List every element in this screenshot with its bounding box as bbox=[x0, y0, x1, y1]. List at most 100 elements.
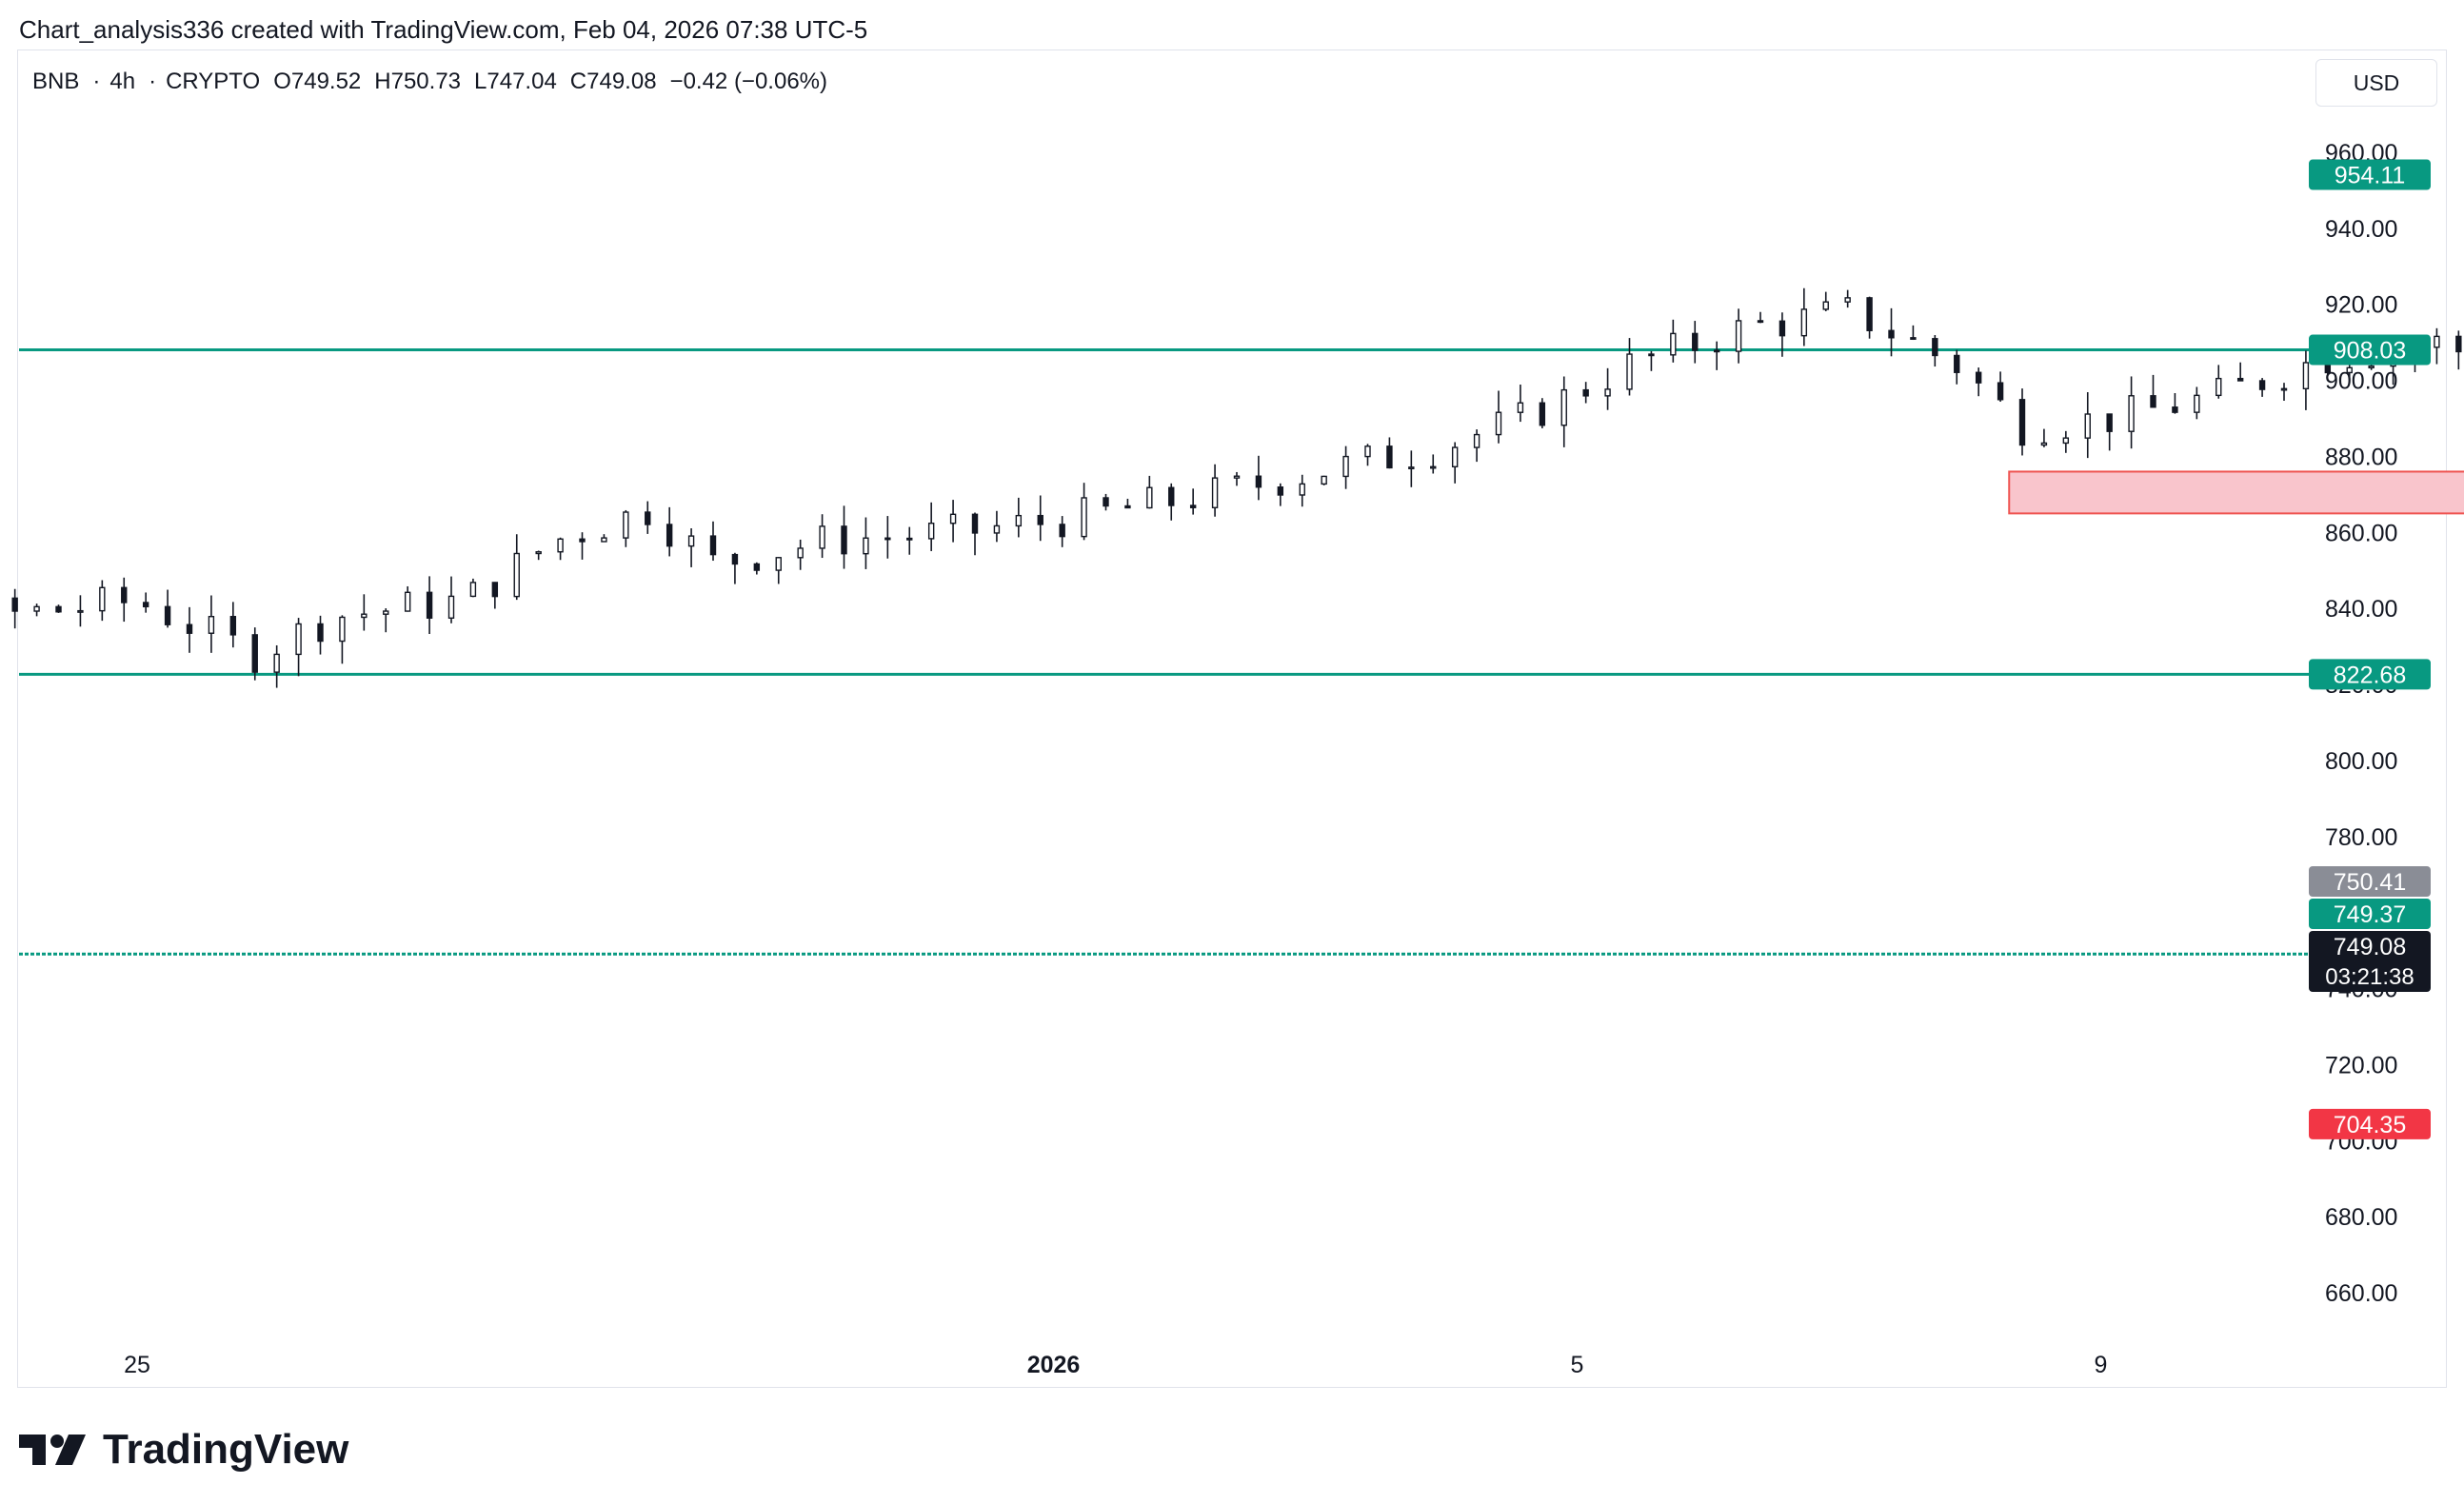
candle-body bbox=[775, 557, 782, 571]
ohlc-open: O749.52 bbox=[273, 69, 362, 94]
candle-body bbox=[251, 634, 258, 673]
candle-body bbox=[797, 547, 804, 559]
demand-zone[interactable] bbox=[2008, 470, 2464, 515]
candle-body bbox=[1866, 297, 1873, 331]
candle-body bbox=[2018, 399, 2026, 446]
ohlc-close: C749.08 bbox=[569, 69, 657, 94]
candle-body bbox=[2346, 366, 2353, 374]
candle-body bbox=[55, 605, 62, 613]
candle-body bbox=[1888, 329, 1895, 339]
candle-body bbox=[666, 524, 673, 547]
candle-body bbox=[2128, 395, 2135, 432]
candle-body bbox=[1146, 486, 1153, 509]
candle-body bbox=[1495, 411, 1502, 436]
candle-body bbox=[361, 613, 368, 619]
candle-body bbox=[753, 563, 761, 571]
candle-body bbox=[11, 597, 18, 612]
candle-body bbox=[2106, 413, 2113, 432]
price-label-text: 954.11 bbox=[2335, 163, 2406, 189]
candle-body bbox=[623, 511, 629, 539]
candle-body bbox=[863, 537, 869, 555]
candle-body bbox=[1124, 505, 1131, 509]
candle-body bbox=[1189, 505, 1197, 508]
price-label-text: 908.03 bbox=[2334, 338, 2406, 365]
candle-body bbox=[1844, 297, 1851, 303]
x-axis-tick-label: 9 bbox=[2095, 1352, 2108, 1378]
price-label-badge bbox=[2309, 1108, 2431, 1139]
price-label-badge bbox=[2309, 899, 2431, 929]
candle-body bbox=[1430, 465, 1437, 469]
candle-body bbox=[142, 602, 149, 608]
candle-body bbox=[1778, 320, 1786, 337]
price-label-text: 704.35 bbox=[2334, 1112, 2406, 1138]
x-axis-tick-label: 2026 bbox=[1027, 1352, 1081, 1378]
candle-body bbox=[557, 538, 564, 553]
candle-body bbox=[1692, 332, 1699, 351]
candle-body bbox=[1517, 402, 1524, 413]
y-axis-tick-label: 680.00 bbox=[2325, 1204, 2397, 1231]
candle-body bbox=[687, 535, 695, 547]
candle-body bbox=[645, 511, 651, 525]
candle-body bbox=[317, 623, 324, 643]
candle-body bbox=[1975, 371, 1982, 384]
candle-body bbox=[2216, 377, 2222, 397]
candle-body bbox=[1408, 466, 1415, 470]
candle-body bbox=[1626, 353, 1633, 390]
candle-body bbox=[1670, 332, 1677, 356]
candle-body bbox=[2236, 377, 2244, 382]
candle-body bbox=[426, 591, 433, 619]
candle-body bbox=[208, 616, 215, 634]
candle-body bbox=[1299, 483, 1305, 496]
candle-body bbox=[383, 610, 389, 615]
candle-body bbox=[2302, 362, 2310, 390]
candle-body bbox=[186, 623, 193, 634]
ohlc-low: L747.04 bbox=[474, 69, 557, 94]
symbol-name[interactable]: BNB bbox=[32, 69, 80, 94]
candle-body bbox=[99, 586, 106, 612]
candle-body bbox=[841, 525, 847, 555]
candle-body bbox=[404, 591, 411, 612]
x-axis-tick-label: 5 bbox=[1571, 1352, 1584, 1378]
y-axis-tick-label: 660.00 bbox=[2325, 1280, 2397, 1307]
candle-body bbox=[2368, 365, 2375, 369]
candle-body bbox=[2194, 394, 2200, 413]
candle-body bbox=[33, 605, 40, 612]
candle-body bbox=[469, 582, 477, 598]
price-label-text: 822.68 bbox=[2334, 662, 2406, 688]
candle-body bbox=[1735, 320, 1742, 352]
y-axis-tick-label: 780.00 bbox=[2325, 824, 2397, 851]
candle-body bbox=[1059, 524, 1065, 538]
tradingview-logo[interactable]: TradingView bbox=[19, 1426, 348, 1474]
candle-body bbox=[1954, 354, 1960, 373]
candle-body bbox=[1255, 475, 1262, 488]
candle-body bbox=[1081, 497, 1087, 538]
candle-body bbox=[993, 524, 1001, 534]
candle-body bbox=[1932, 338, 1938, 357]
tradingview-logo-text: TradingView bbox=[103, 1426, 349, 1473]
y-axis-tick-label: 920.00 bbox=[2325, 292, 2397, 319]
candle-body bbox=[2040, 442, 2048, 446]
candle-body bbox=[1822, 301, 1829, 310]
candle-body bbox=[1604, 388, 1611, 397]
candle-body bbox=[949, 513, 957, 524]
candle-body bbox=[819, 525, 825, 549]
symbol-header: BNB · 4h · CRYPTO O749.52 H750.73 L747.04 C749.0… bbox=[32, 69, 827, 94]
candle-body bbox=[1277, 486, 1284, 496]
candle-body bbox=[121, 586, 128, 604]
candle-body bbox=[513, 552, 520, 598]
symbol-interval[interactable]: 4h bbox=[109, 69, 136, 94]
candle-body bbox=[1386, 445, 1393, 469]
candle-body bbox=[2434, 335, 2440, 348]
currency-button[interactable]: USD bbox=[2315, 59, 2437, 107]
candle-body bbox=[1103, 497, 1109, 507]
candle-body bbox=[971, 513, 979, 534]
candle-body bbox=[164, 605, 171, 625]
candle-body bbox=[447, 595, 455, 619]
y-axis-tick-label: 840.00 bbox=[2325, 596, 2397, 623]
candle-body bbox=[295, 623, 302, 656]
candle-body bbox=[2258, 380, 2266, 390]
candle-body bbox=[2280, 387, 2288, 391]
candle-body bbox=[1342, 455, 1349, 478]
price-label-badge bbox=[2309, 159, 2431, 190]
